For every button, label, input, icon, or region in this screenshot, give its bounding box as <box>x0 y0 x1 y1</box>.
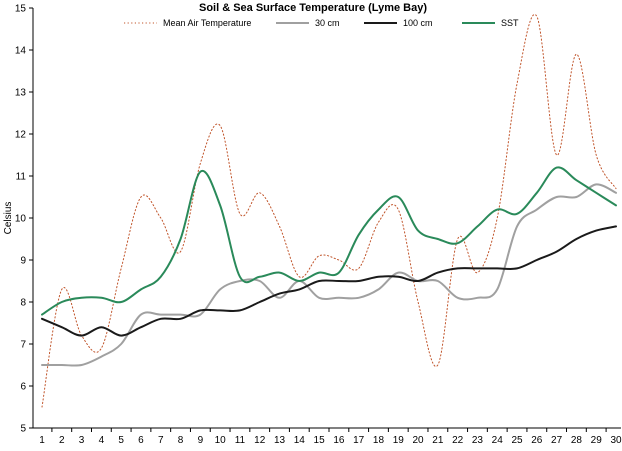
x-tick-label: 1 <box>39 435 45 446</box>
y-tick-label: 5 <box>20 424 26 435</box>
y-tick-label: 15 <box>15 4 27 15</box>
x-tick-label: 14 <box>294 435 306 446</box>
legend: Mean Air Temperature 30 cm 100 cm SST <box>124 18 519 28</box>
series-line-mean-air-temperature <box>41 13 617 408</box>
x-tick-label: 3 <box>79 435 85 446</box>
series-line-sst <box>41 166 617 316</box>
x-tick-label: 23 <box>472 435 484 446</box>
x-tick-label: 12 <box>254 435 266 446</box>
y-tick-label: 13 <box>15 88 27 99</box>
x-tick-label: 5 <box>118 435 124 446</box>
x-tick-label: 22 <box>452 435 464 446</box>
x-tick-label: 9 <box>198 435 204 446</box>
x-tick-label: 25 <box>511 435 523 446</box>
y-tick-label: 12 <box>15 130 27 141</box>
series-line-100-cm <box>41 225 617 337</box>
x-tick-label: 24 <box>492 435 504 446</box>
y-tick-label: 10 <box>15 214 27 225</box>
x-tick-label: 26 <box>531 435 543 446</box>
x-tick-label: 11 <box>235 435 246 446</box>
x-tick-label: 19 <box>393 435 405 446</box>
chart-title: Soil & Sea Surface Temperature (Lyme Bay… <box>199 2 427 14</box>
x-tick-label: 17 <box>353 435 365 446</box>
x-tick-label: 7 <box>158 435 164 446</box>
legend-label: 30 cm <box>315 18 340 28</box>
y-tick-label: 6 <box>20 382 26 393</box>
x-tick-label: 29 <box>591 435 603 446</box>
x-tick-label: 2 <box>59 435 65 446</box>
y-tick-label: 14 <box>15 46 27 57</box>
x-tick-label: 18 <box>373 435 385 446</box>
x-tick-label: 27 <box>551 435 563 446</box>
x-tick-label: 21 <box>432 435 444 446</box>
x-tick-label: 6 <box>138 435 144 446</box>
y-tick-label: 7 <box>20 340 26 351</box>
y-tick-label: 9 <box>20 256 26 267</box>
legend-label: Mean Air Temperature <box>163 18 251 28</box>
y-tick-label: 11 <box>16 172 27 183</box>
legend-label: 100 cm <box>403 18 433 28</box>
x-tick-label: 28 <box>571 435 583 446</box>
y-axis-label: Celsius <box>3 202 14 235</box>
x-tick-label: 4 <box>99 435 105 446</box>
x-tick-label: 30 <box>610 435 622 446</box>
x-tick-label: 10 <box>215 435 227 446</box>
x-tick-label: 8 <box>178 435 184 446</box>
x-tick-label: 20 <box>413 435 425 446</box>
x-tick-label: 13 <box>274 435 286 446</box>
x-tick-label: 15 <box>314 435 326 446</box>
y-tick-label: 8 <box>20 298 26 309</box>
series-line-30-cm <box>41 183 617 367</box>
x-tick-label: 16 <box>333 435 345 446</box>
legend-label: SST <box>501 18 519 28</box>
